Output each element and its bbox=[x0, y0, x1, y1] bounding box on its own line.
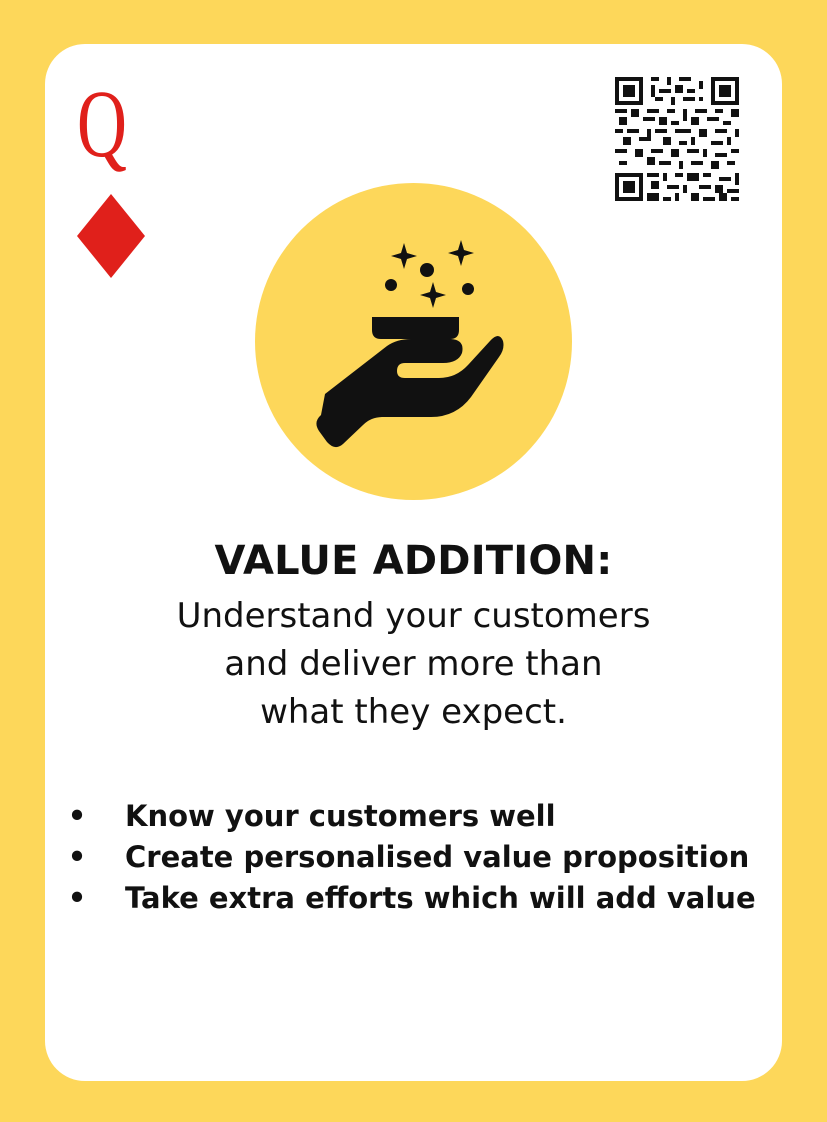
card-heading: VALUE ADDITION: bbox=[214, 538, 613, 584]
subtitle-line: what they expect. bbox=[260, 692, 567, 732]
playing-card: Q bbox=[45, 44, 782, 1081]
qr-code-icon bbox=[615, 77, 739, 201]
hand-offering-sparkles-icon bbox=[316, 240, 504, 448]
bullet-icon: • bbox=[67, 881, 87, 915]
tips-list: • Know your customers well • Create pers… bbox=[67, 796, 767, 919]
list-item: • Take extra efforts which will add valu… bbox=[67, 878, 767, 918]
bullet-icon: • bbox=[67, 840, 87, 874]
list-item-text: Create personalised value proposition bbox=[125, 840, 750, 874]
list-item-text: Take extra efforts which will add value bbox=[125, 881, 756, 915]
list-item: • Create personalised value proposition bbox=[67, 837, 767, 877]
subtitle-line: Understand your customers bbox=[176, 596, 651, 636]
value-icon-badge bbox=[255, 183, 572, 500]
card-subtitle: Understand your customers and deliver mo… bbox=[105, 592, 722, 736]
card-rank: Q bbox=[77, 70, 127, 177]
diamond-suit-icon bbox=[77, 194, 145, 278]
bullet-icon: • bbox=[67, 799, 87, 833]
list-item: • Know your customers well bbox=[67, 796, 767, 836]
subtitle-line: and deliver more than bbox=[224, 644, 603, 684]
list-item-text: Know your customers well bbox=[125, 799, 556, 833]
